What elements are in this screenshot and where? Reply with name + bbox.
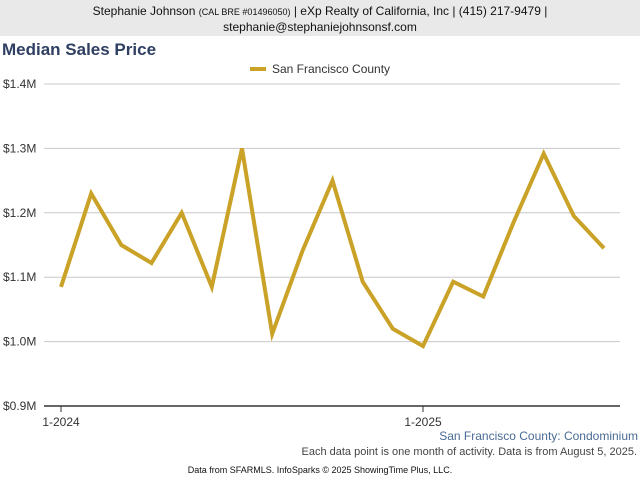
agent-header: Stephanie Johnson (CAL BRE #01496050) | …	[0, 0, 640, 36]
data-note: Each data point is one month of activity…	[301, 446, 637, 458]
agent-email: stephanie@stephaniejohnsonsf.com	[223, 20, 417, 34]
x-tick-label: 1-2024	[42, 415, 80, 429]
license-number: (CAL BRE #01496050)	[198, 7, 291, 17]
y-tick-label: $1.4M	[3, 77, 36, 91]
chart-title: Median Sales Price	[2, 40, 157, 59]
y-axis-ticks: $0.9M $1.0M $1.1M $1.2M $1.3M $1.4M	[3, 77, 36, 413]
x-tick-label: 1-2025	[404, 415, 442, 429]
x-axis-ticks: 1-2024 1-2025	[42, 406, 442, 429]
y-tick-label: $1.2M	[3, 206, 36, 220]
agent-header-line-2: stephanie@stephaniejohnsonsf.com	[0, 20, 640, 34]
legend-swatch	[250, 67, 266, 71]
y-tick-label: $1.3M	[3, 141, 36, 155]
chart-legend[interactable]: San Francisco County	[250, 62, 390, 76]
legend-label: San Francisco County	[272, 62, 391, 76]
y-tick-label: $1.1M	[3, 270, 36, 284]
y-tick-label: $0.9M	[3, 399, 36, 413]
chart-subtitle: San Francisco County: Condominium	[439, 429, 638, 443]
agent-name: Stephanie Johnson	[92, 4, 196, 18]
agent-header-line-1: Stephanie Johnson (CAL BRE #01496050) | …	[0, 4, 640, 18]
company-info: | eXp Realty of California, Inc | (415) …	[293, 4, 548, 18]
grid-lines	[44, 83, 620, 407]
series-line	[59, 147, 606, 349]
data-credits: Data from SFARMLS. InfoSparks © 2025 Sho…	[187, 465, 453, 475]
series-layer	[59, 147, 606, 349]
y-tick-label: $1.0M	[3, 335, 36, 349]
